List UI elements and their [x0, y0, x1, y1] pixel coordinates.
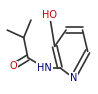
Text: O: O	[10, 61, 17, 71]
Text: N: N	[70, 73, 77, 83]
Text: HN: HN	[37, 63, 52, 73]
Text: HO: HO	[42, 10, 57, 20]
